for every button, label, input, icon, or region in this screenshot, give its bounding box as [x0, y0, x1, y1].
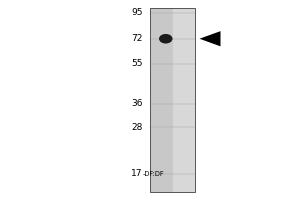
- Polygon shape: [200, 31, 220, 46]
- Text: 72: 72: [131, 34, 142, 43]
- Text: 28: 28: [131, 123, 142, 132]
- Bar: [150, 8, 195, 192]
- Bar: [150, 8, 172, 192]
- Text: 17: 17: [131, 169, 142, 178]
- Bar: [172, 8, 195, 192]
- Text: 95: 95: [131, 8, 142, 17]
- Ellipse shape: [159, 34, 172, 44]
- Text: 55: 55: [131, 59, 142, 68]
- Text: 36: 36: [131, 99, 142, 108]
- Text: -DF:DF: -DF:DF: [143, 171, 165, 177]
